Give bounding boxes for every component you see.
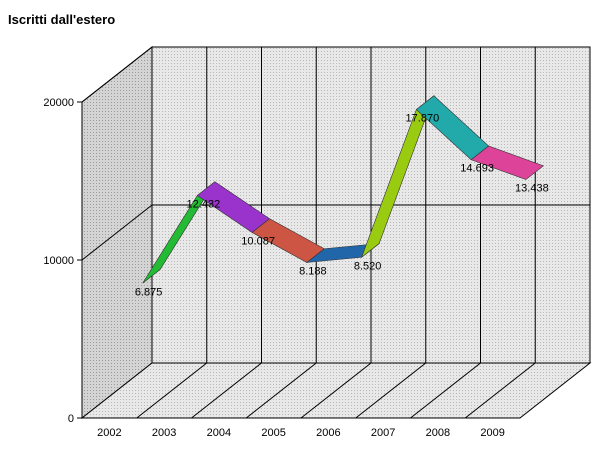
- x-tick-label: 2006: [316, 427, 340, 439]
- floor-gridline: [464, 362, 536, 419]
- data-label: 8.520: [354, 260, 382, 272]
- data-label: 10.087: [241, 236, 275, 248]
- floor-gridline: [355, 362, 427, 419]
- floor-gridline: [245, 362, 317, 419]
- floor-gridline: [300, 362, 372, 419]
- chart-walls: [80, 45, 592, 420]
- chart-ribbon: [142, 94, 544, 284]
- data-label: 13.438: [515, 183, 549, 195]
- x-tick-label: 2002: [97, 427, 121, 439]
- data-label: 8.188: [299, 266, 327, 278]
- ribbon-segment: [470, 145, 544, 180]
- floor-gridline: [136, 362, 208, 419]
- y-tick-label: 20000: [43, 97, 74, 109]
- left-wall-gridline: [81, 46, 153, 103]
- chart-grid: [81, 46, 590, 419]
- x-tick-label: 2008: [426, 427, 450, 439]
- floor-gridline: [410, 362, 481, 419]
- floor-gridline: [191, 362, 262, 419]
- data-label: 14.693: [460, 163, 494, 175]
- x-tick-label: 2005: [261, 427, 285, 439]
- y-tick-label: 10000: [43, 255, 74, 267]
- chart-axes: 0 10000 20000 2002 2003 2004 2005 2006 2007 2008 2…: [43, 97, 520, 439]
- chart-title: Iscritti dall'estero: [8, 12, 116, 27]
- data-label: 12.432: [187, 198, 221, 210]
- data-label: 17.870: [406, 113, 440, 125]
- x-tick-label: 2003: [152, 427, 176, 439]
- x-tick-label: 2004: [207, 427, 231, 439]
- left-wall-gridline: [81, 204, 153, 261]
- y-tick-label: 0: [68, 413, 74, 425]
- x-tick-label: 2009: [480, 427, 504, 439]
- data-label: 6.875: [135, 286, 163, 298]
- x-tick-label: 2007: [371, 427, 395, 439]
- chart-labels: 6.875 12.432 10.087 8.188 8.520 17.870 14.693 1…: [135, 113, 549, 299]
